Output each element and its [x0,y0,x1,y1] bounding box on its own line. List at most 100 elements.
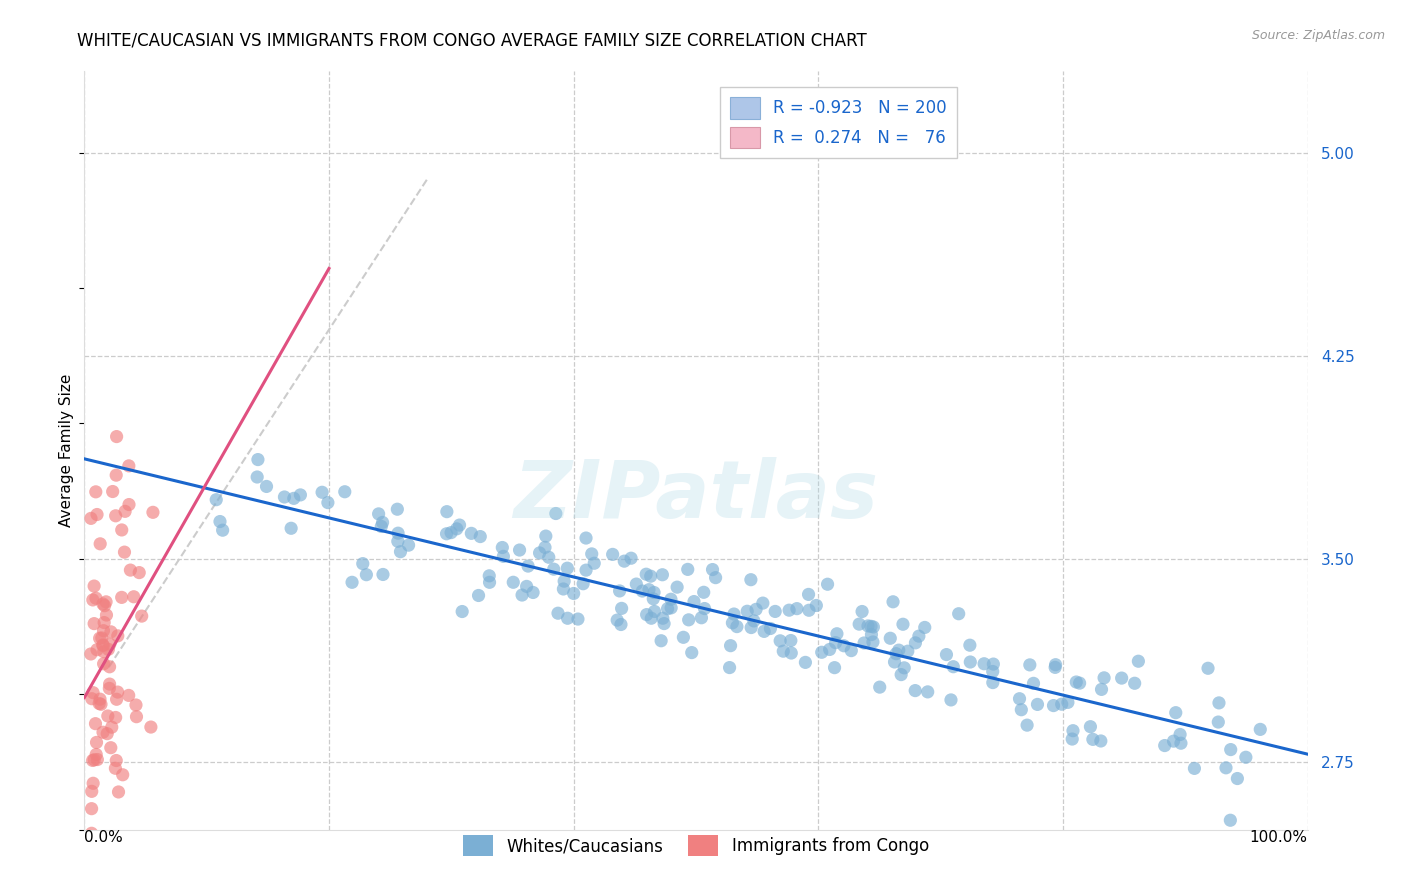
Point [740,621,762,635]
Point [626,577,648,591]
Point [89,851,111,865]
Point [725,619,748,633]
Point [1050,697,1073,711]
Point [908,629,931,643]
Point [890,667,912,681]
Point [942,659,965,673]
Point [246,452,269,467]
Point [100,740,122,755]
Point [825,626,848,640]
Point [1045,657,1067,672]
Point [449,518,471,533]
Point [522,585,544,599]
Point [98,681,121,696]
Point [398,538,420,552]
Point [316,495,339,509]
Point [478,575,501,590]
Point [897,644,920,658]
Point [80,691,103,706]
Point [562,586,585,600]
Point [89,537,111,551]
Point [510,588,533,602]
Point [1163,734,1185,748]
Point [107,629,129,643]
Point [778,603,800,617]
Point [1026,698,1049,712]
Point [80,784,103,798]
Point [780,646,803,660]
Point [806,599,828,613]
Point [491,541,513,555]
Point [862,620,884,634]
Point [853,636,876,650]
Point [860,619,883,633]
Point [839,643,862,657]
Point [111,768,134,782]
Point [797,603,820,617]
Point [122,590,145,604]
Point [387,502,409,516]
Point [1219,814,1241,828]
Point [1069,676,1091,690]
Point [848,617,870,632]
Point [581,547,603,561]
Point [96,608,118,623]
Point [650,633,672,648]
Point [311,485,333,500]
Point [516,579,538,593]
Point [367,507,389,521]
Point [128,566,150,580]
Point [610,617,633,632]
Point [636,567,658,582]
Point [114,545,136,559]
Point [1064,675,1087,690]
Point [371,567,394,582]
Point [387,526,409,541]
Point [1164,706,1187,720]
Point [125,698,148,712]
Point [547,606,569,620]
Point [981,665,1004,679]
Text: 0.0%: 0.0% [84,830,124,845]
Point [467,589,489,603]
Point [742,614,765,628]
Point [256,479,278,493]
Point [105,754,128,768]
Text: 100.0%: 100.0% [1250,830,1308,845]
Point [118,689,141,703]
Point [1081,732,1104,747]
Point [492,549,515,564]
Legend: Whites/Caucasians, Immigrants from Congo: Whites/Caucasians, Immigrants from Congo [457,828,935,863]
Point [786,601,808,615]
Point [97,709,120,723]
Point [1062,723,1084,738]
Point [1170,736,1192,750]
Point [613,554,636,568]
Point [690,611,713,625]
Point [704,571,727,585]
Point [1234,750,1257,764]
Point [553,582,575,596]
Text: WHITE/CAUCASIAN VS IMMIGRANTS FROM CONGO AVERAGE FAMILY SIZE CORRELATION CHART: WHITE/CAUCASIAN VS IMMIGRANTS FROM CONGO… [77,31,868,49]
Point [120,563,142,577]
Point [80,511,103,525]
Point [142,505,165,519]
Point [1090,682,1112,697]
Point [657,601,679,615]
Point [139,720,162,734]
Point [721,615,744,630]
Point [644,604,666,618]
Point [104,508,127,523]
Point [659,592,682,607]
Point [83,753,105,767]
Point [740,573,762,587]
Point [643,585,665,599]
Point [1197,661,1219,675]
Point [111,523,134,537]
Point [575,563,598,577]
Point [887,643,910,657]
Point [1043,660,1066,674]
Point [111,591,134,605]
Point [948,607,970,621]
Point [567,612,589,626]
